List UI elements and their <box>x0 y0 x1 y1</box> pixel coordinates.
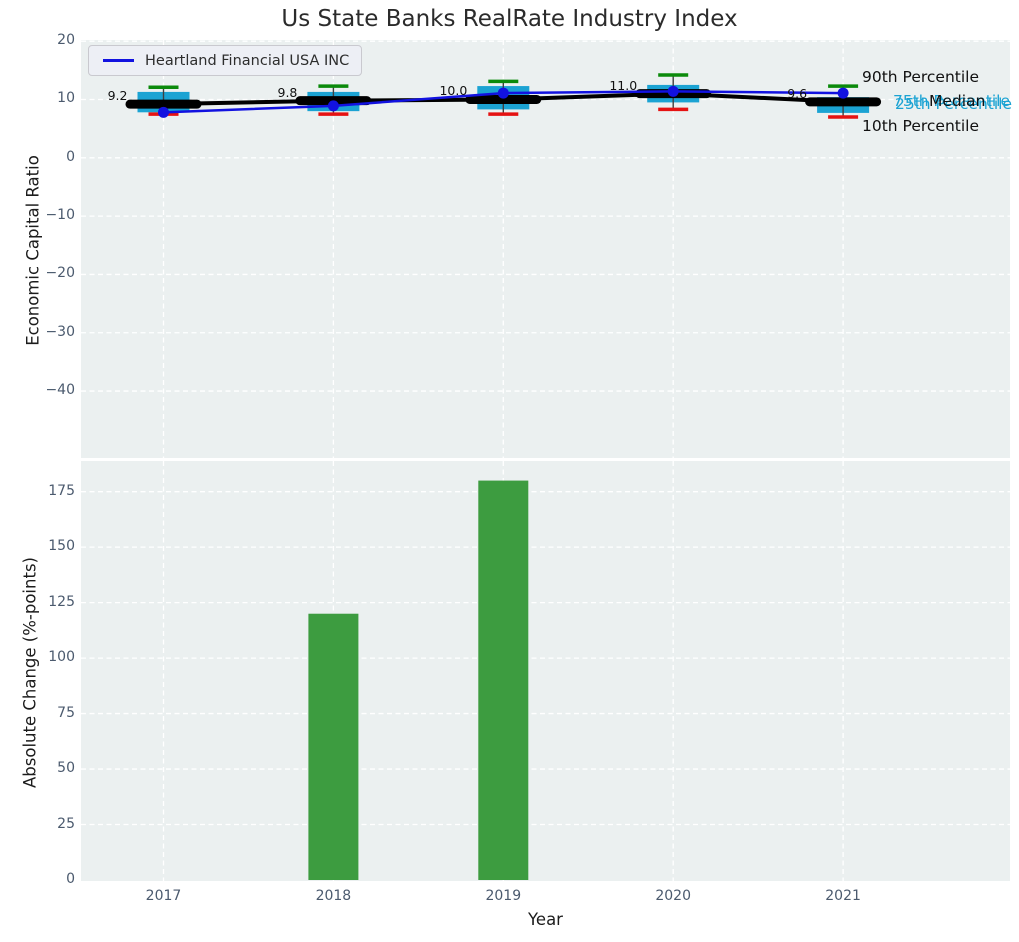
median-annotation: 10.0 <box>439 83 468 99</box>
x-tick-2019: 2019 <box>485 888 522 904</box>
median-bar <box>465 94 542 104</box>
bottom-y-tick: 150 <box>48 538 75 555</box>
bottom-y-tick: 0 <box>66 871 75 887</box>
change-bar-2019 <box>478 480 529 880</box>
top-y-tick: 20 <box>57 32 75 49</box>
bottom-y-tick: 50 <box>57 760 75 777</box>
x-tick-2017: 2017 <box>145 888 182 904</box>
bottom-axes-absolute-change <box>81 461 1010 881</box>
top-y-tick: −30 <box>45 323 75 340</box>
label-25th-percentile: 25th Percentile <box>895 95 1013 113</box>
bottom-y-tick: 100 <box>48 649 75 666</box>
label-median: Median <box>929 92 986 110</box>
median-annotation: 9.8 <box>277 84 298 100</box>
legend: Heartland Financial USA INC <box>88 45 363 76</box>
top-y-tick: 10 <box>57 90 75 107</box>
top-y-tick: −20 <box>45 265 75 282</box>
x-tick-2020: 2020 <box>655 888 691 904</box>
top-axes-economic-capital-ratio <box>81 40 1010 458</box>
top-y-tick: 0 <box>66 148 75 165</box>
x-axis-label: Year <box>528 910 563 929</box>
label-90th-percentile: 90th Percentile <box>862 68 980 86</box>
median-annotation: 11.0 <box>609 77 638 93</box>
chart-title: Us State Banks RealRate Industry Index <box>281 6 738 32</box>
legend-line-swatch <box>103 59 134 62</box>
median-bar <box>125 99 202 109</box>
bottom-y-tick: 175 <box>48 482 75 499</box>
x-tick-2018: 2018 <box>315 888 352 904</box>
bottom-y-tick: 125 <box>48 593 75 610</box>
top-plot-canvas <box>81 40 1010 458</box>
bottom-y-axis-label: Absolute Change (%-points) <box>20 557 40 788</box>
top-y-tick: −10 <box>45 207 75 224</box>
median-bar <box>805 97 882 107</box>
x-tick-2021: 2021 <box>825 888 861 904</box>
top-y-tick: −40 <box>45 382 75 399</box>
bottom-y-tick: 25 <box>57 815 75 832</box>
legend-label: Heartland Financial USA INC <box>145 52 350 69</box>
change-bar-2018 <box>308 613 359 880</box>
median-annotation: 9.6 <box>787 85 808 101</box>
bottom-y-tick: 75 <box>57 704 75 721</box>
bottom-plot-canvas <box>81 461 1010 881</box>
label-75th-percentile: 75th Percentile <box>893 92 1011 110</box>
company-point <box>158 106 169 118</box>
company-point <box>497 87 509 99</box>
company-point <box>667 85 679 97</box>
label-10th-percentile: 10th Percentile <box>862 117 980 135</box>
company-point <box>327 100 339 112</box>
median-annotation: 9.2 <box>107 88 128 104</box>
company-point <box>837 87 849 99</box>
